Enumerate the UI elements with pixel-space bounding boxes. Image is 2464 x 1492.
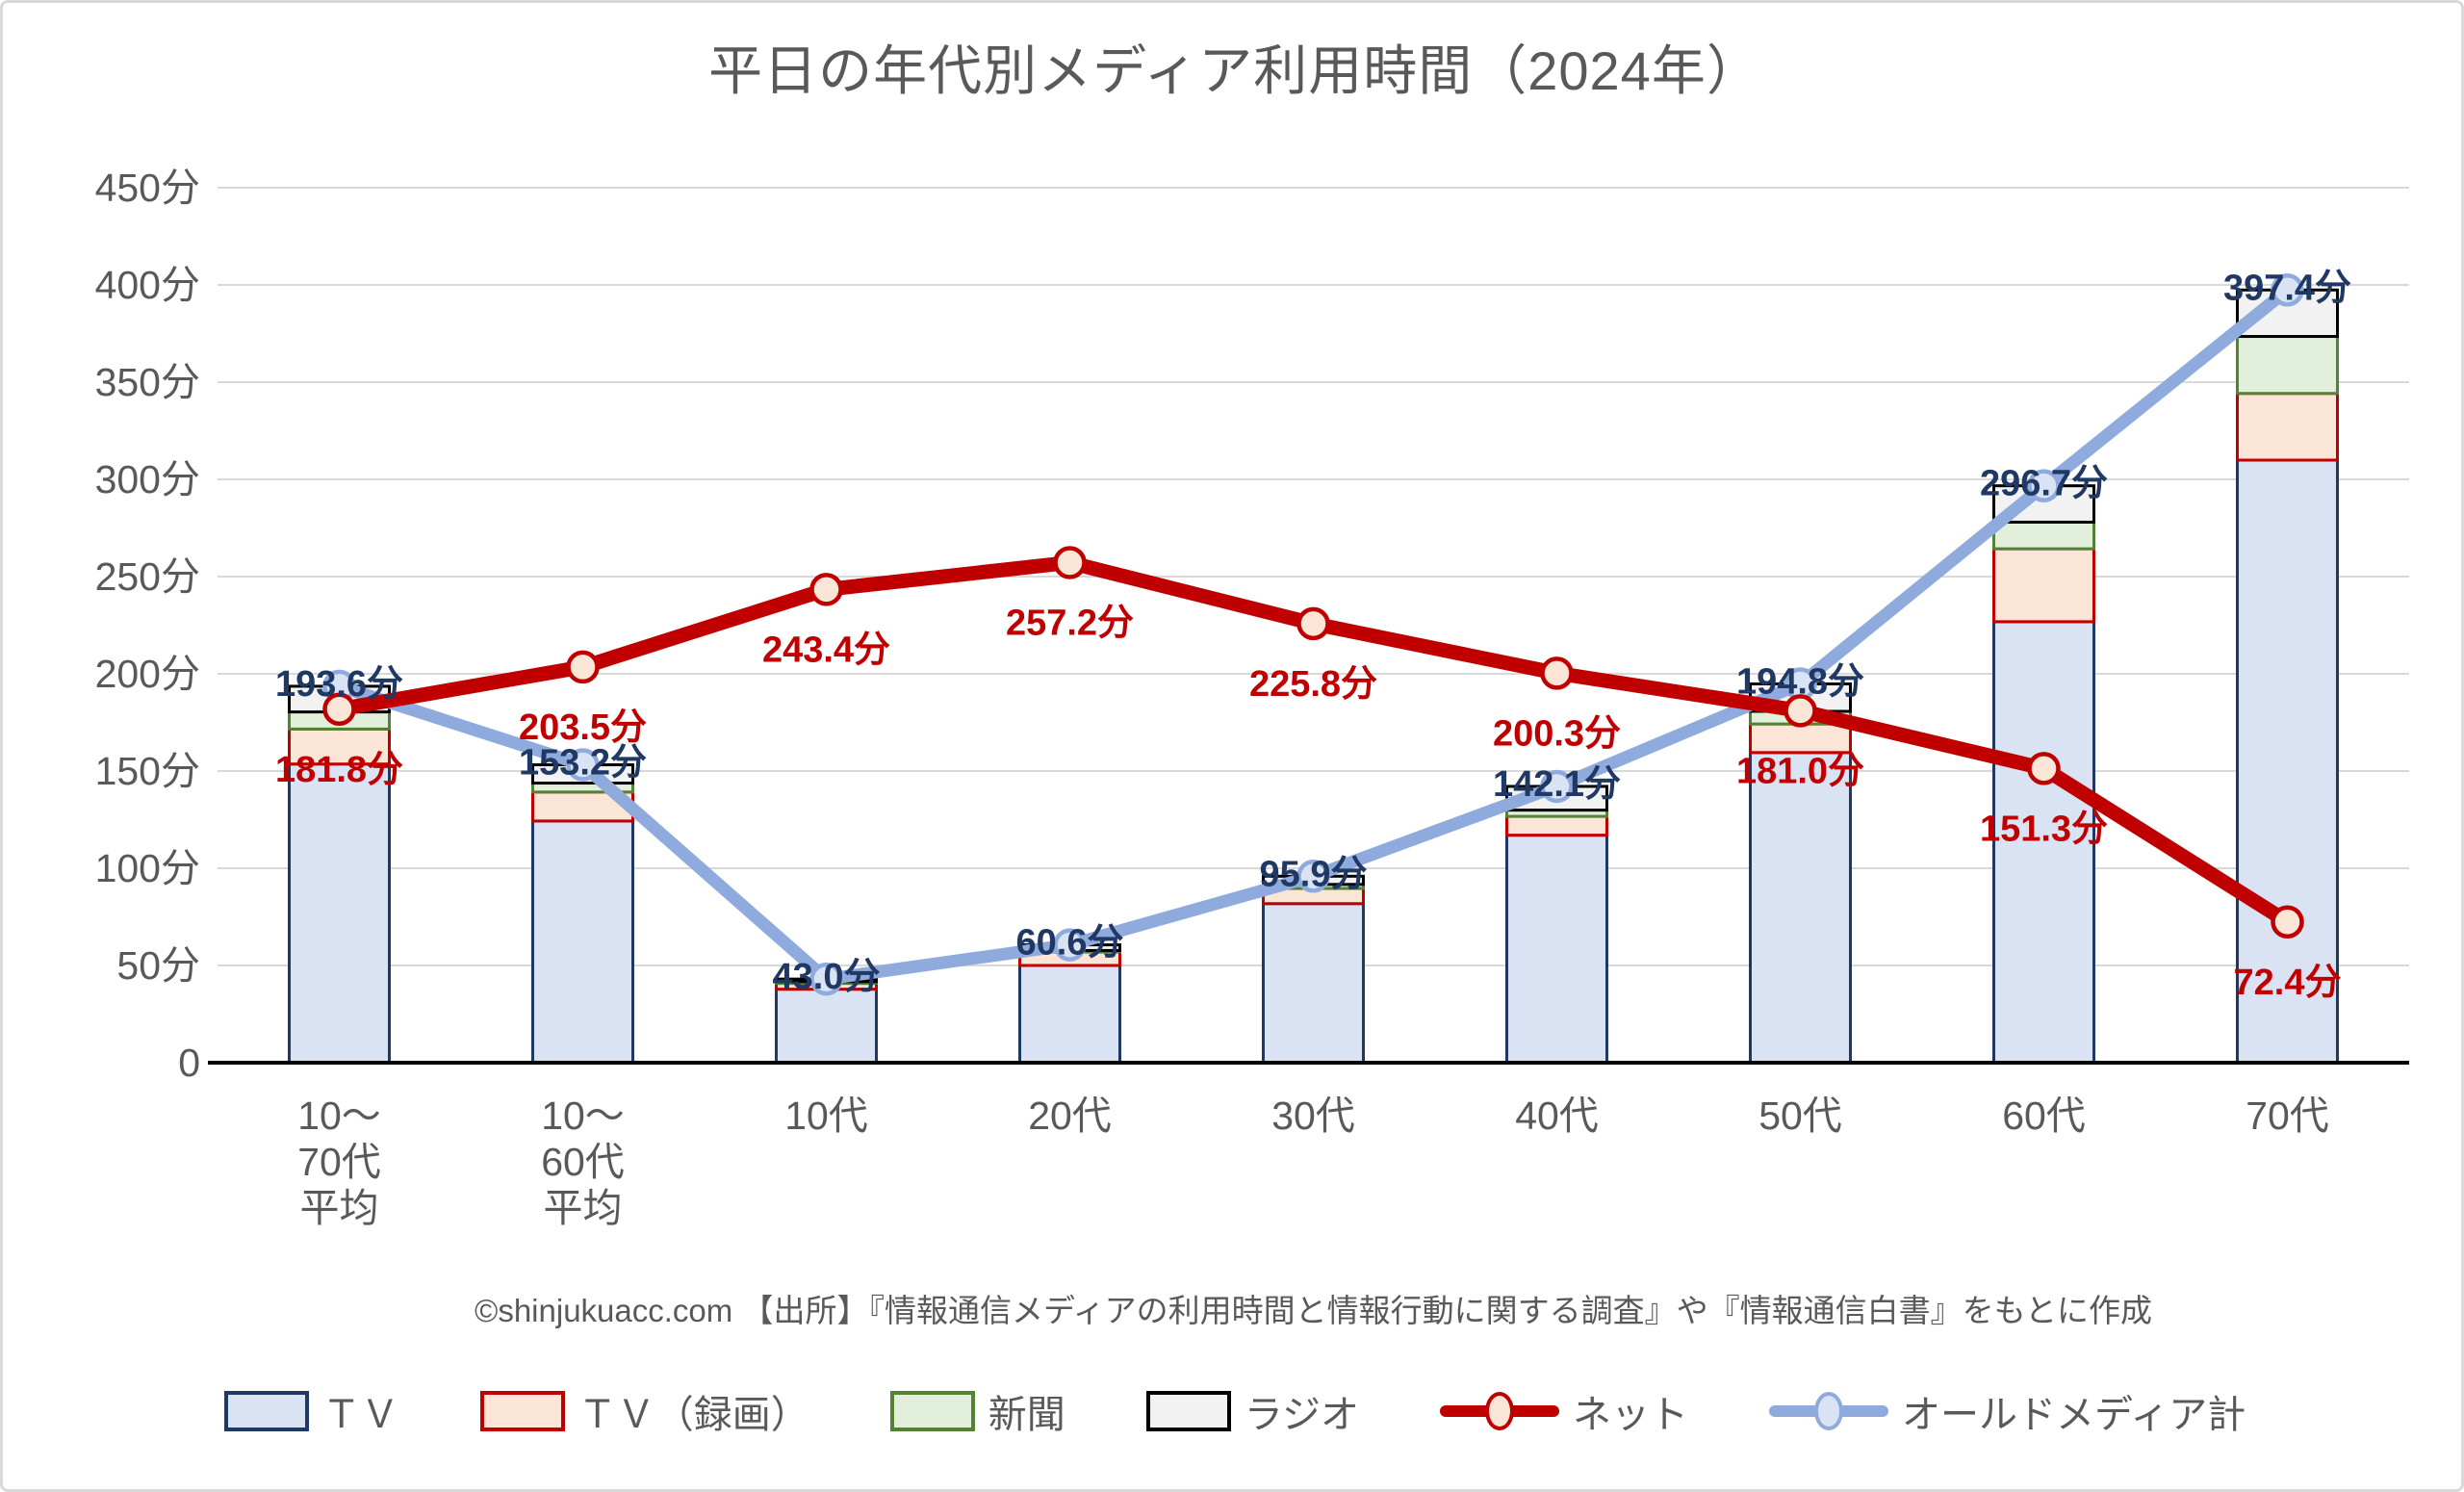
x-tick-label: 60代: [2002, 1093, 2086, 1138]
x-tick-label: 平均: [300, 1186, 379, 1230]
old-media-total-marker: [566, 748, 600, 782]
bar-segment-tv-recorded: [288, 727, 391, 766]
net-marker: [1784, 694, 1817, 728]
old-media-total-data-label: 95.9分: [1260, 854, 1368, 894]
x-tick-label: 30代: [1271, 1093, 1355, 1138]
legend-label-net: ネット: [1573, 1394, 1688, 1436]
tv-swatch: [223, 1391, 309, 1431]
old-media-total-data-label: 142.1分: [1493, 764, 1621, 805]
legend-item-tv: ＴＶ: [223, 1383, 399, 1439]
source-note: ©shinjukuacc.com 【出所】『情報通信メディアの利用時間と情報行動…: [475, 1293, 2152, 1328]
y-tick-label: 350分: [95, 360, 200, 404]
bar-segment-tv-recorded: [2236, 392, 2339, 462]
legend-item-net: ネット: [1440, 1383, 1688, 1439]
net-data-label: 72.4分: [2234, 963, 2342, 1003]
bar-segment-tv: [531, 819, 634, 1065]
net-data-label: 203.5分: [519, 707, 647, 748]
old-media-line-swatch: [1769, 1388, 1888, 1434]
x-tick-label: 70代: [297, 1140, 381, 1184]
old-media-total-marker: [1296, 860, 1330, 893]
newspaper-swatch: [889, 1391, 975, 1431]
legend-item-newspaper: 新聞: [889, 1383, 1065, 1439]
legend-item-old-media-total: オールドメディア計: [1769, 1383, 2246, 1439]
chart-canvas: 181.8分 203.5分 243.4分 257.2分 225.8分 200.3分 181.…: [95, 166, 2409, 1230]
x-tick-label: 10代: [784, 1093, 868, 1138]
bar-segment-tv: [1505, 834, 1608, 1065]
x-tick-label: 40代: [1515, 1093, 1599, 1138]
tv-recorded-swatch: [479, 1391, 565, 1431]
x-tick-label: 平均: [544, 1186, 623, 1230]
old-media-total-data-label: 153.2分: [519, 743, 647, 784]
y-tick-label: 300分: [95, 457, 200, 502]
net-marker: [1053, 546, 1087, 579]
bar-segment-tv-recorded: [1749, 722, 1852, 755]
old-media-total-data-label: 296.7分: [1980, 464, 2108, 504]
net-data-label: 225.8分: [1249, 664, 1377, 705]
legend-label-radio: ラジオ: [1244, 1394, 1359, 1436]
bar-segment-tv: [288, 762, 391, 1065]
x-tick-label: 60代: [541, 1140, 625, 1184]
net-data-label: 257.2分: [1006, 603, 1134, 643]
old-media-total-marker: [1540, 769, 1574, 804]
old-media-total-marker: [2271, 273, 2304, 307]
y-tick-label: 100分: [95, 846, 200, 890]
old-media-total-marker: [809, 962, 843, 996]
net-data-label: 181.8分: [275, 750, 403, 790]
old-media-total-marker: [1053, 928, 1087, 962]
net-data-label: 151.3分: [1980, 809, 2108, 849]
legend-item-tv-recorded: ＴＶ（録画）: [479, 1383, 809, 1439]
bar-segment-newspaper: [2236, 335, 2339, 396]
old-media-total-marker: [2027, 469, 2061, 502]
y-tick-label: 400分: [95, 263, 200, 307]
net-data-label: 200.3分: [1493, 713, 1621, 754]
bar-segment-tv: [1992, 620, 2095, 1065]
x-tick-label: 20代: [1028, 1093, 1112, 1138]
chart-title: 平日の年代別メディア利用時間（2024年）: [708, 40, 1761, 101]
net-data-label: 243.4分: [762, 630, 890, 670]
legend-label-tv-recorded: ＴＶ（録画）: [578, 1394, 809, 1436]
y-tick-label: 450分: [95, 166, 200, 210]
x-tick-label: 10〜: [297, 1093, 381, 1138]
old-media-total-data-label: 43.0分: [773, 957, 881, 997]
y-tick-label: 150分: [95, 749, 200, 793]
old-media-total-data-label: 193.6分: [275, 664, 403, 705]
y-tick-label: 200分: [95, 652, 200, 696]
net-marker: [2271, 905, 2304, 939]
bar-segment-tv: [1018, 964, 1121, 1065]
old-media-total-data-label: 60.6分: [1016, 923, 1124, 964]
y-tick-label: 0: [178, 1041, 200, 1085]
net-marker: [1296, 606, 1330, 641]
net-marker: [809, 573, 843, 606]
bar-segment-tv: [775, 988, 878, 1065]
bar-segment-tv-recorded: [531, 790, 634, 823]
net-line-swatch: [1440, 1388, 1559, 1434]
bar-segment-tv: [1749, 751, 1852, 1065]
net-marker: [2027, 752, 2061, 785]
legend-item-radio: ラジオ: [1145, 1383, 1359, 1439]
bar-segment-newspaper: [1992, 520, 2095, 551]
radio-swatch: [1145, 1391, 1231, 1431]
bar-segment-tv-recorded: [1505, 814, 1608, 837]
net-marker: [566, 650, 600, 684]
bar-segment-tv: [2236, 458, 2339, 1065]
old-media-total-data-label: 397.4分: [2223, 268, 2351, 308]
net-data-label: 181.0分: [1736, 751, 1864, 791]
y-tick-label: 50分: [116, 943, 200, 988]
x-tick-label: 50代: [1758, 1093, 1842, 1138]
legend-label-newspaper: 新聞: [988, 1394, 1065, 1436]
bar-segment-tv: [1262, 902, 1365, 1065]
y-tick-label: 250分: [95, 554, 200, 599]
legend-label-old-media-total: オールドメディア計: [1902, 1394, 2246, 1436]
bar-segment-tv-recorded: [1992, 547, 2095, 624]
net-marker: [322, 692, 356, 727]
net-marker: [1540, 656, 1574, 690]
x-tick-label: 70代: [2246, 1093, 2329, 1138]
old-media-total-data-label: 194.8分: [1736, 662, 1864, 703]
legend-label-tv: ＴＶ: [321, 1394, 399, 1436]
legend: ＴＶ ＴＶ（録画） 新聞 ラジオ ネット オールドメディア計: [3, 1383, 2461, 1439]
x-tick-label: 10〜: [541, 1093, 625, 1138]
